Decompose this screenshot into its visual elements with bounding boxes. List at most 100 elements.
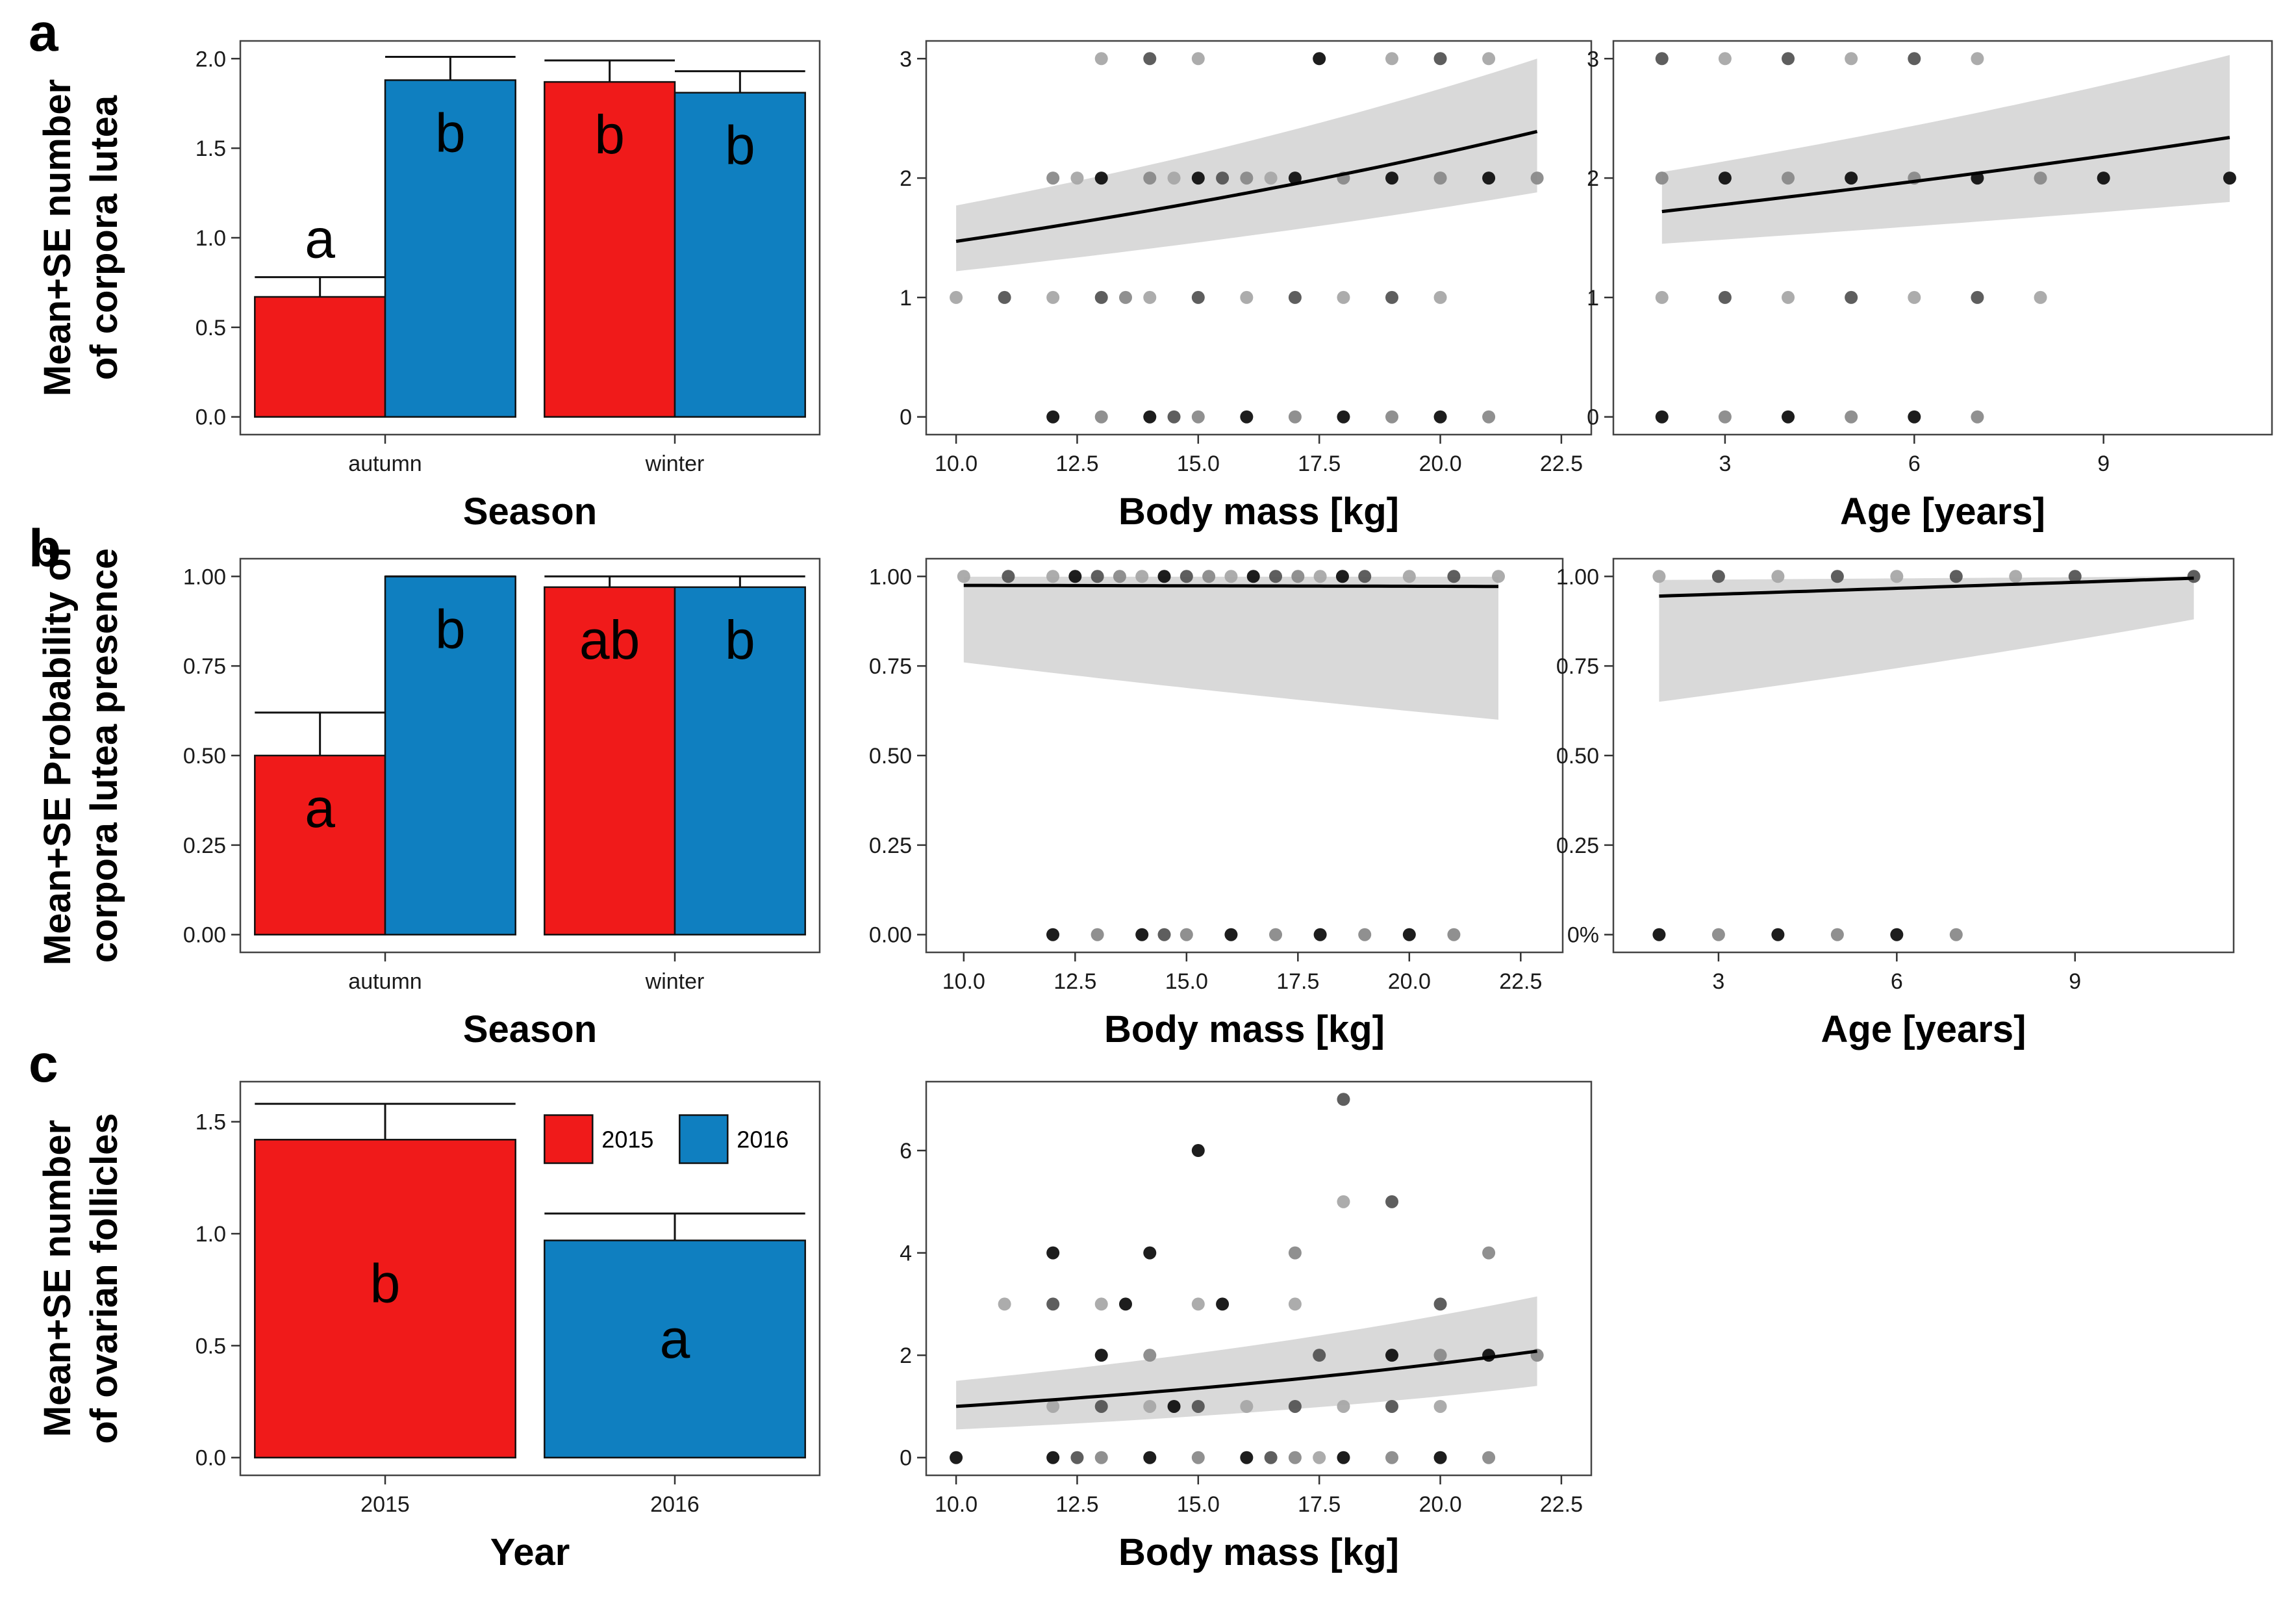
a2-ytick-label: 1 <box>900 286 912 311</box>
c2-data-point <box>1167 1399 1181 1413</box>
b1-ytick-label: 1.00 <box>183 565 226 589</box>
a2-ytick-label: 3 <box>900 47 912 71</box>
a1-significance-letter: a <box>305 209 335 270</box>
a1-yaxis-title-line: of corpora lutea <box>83 95 125 380</box>
b1-bar <box>254 754 386 935</box>
b3-data-point <box>1652 928 1666 941</box>
b2-fit-line <box>963 583 1498 589</box>
b1-xtick-label: autumn <box>348 969 422 994</box>
b3-data-point <box>1711 928 1725 941</box>
a2-data-point <box>1070 172 1084 185</box>
c1-legend-label: 2016 <box>737 1126 788 1153</box>
c2-data-point <box>1240 1399 1254 1413</box>
c2-data-point <box>1070 1451 1084 1464</box>
b1-significance-letter: b <box>725 609 755 670</box>
a2-data-point <box>1191 172 1205 185</box>
b3-data-point <box>2068 570 2082 583</box>
c1-yaxis-title-line: of ovarian follicles <box>83 1113 125 1443</box>
b2-data-point <box>1313 928 1327 941</box>
a2-data-point <box>1313 52 1326 66</box>
c2-data-point <box>1143 1451 1157 1464</box>
b3-data-point <box>2187 570 2201 583</box>
b2-data-point <box>1224 928 1238 941</box>
b3-data-point <box>1711 570 1725 583</box>
a2-data-point <box>1482 52 1496 66</box>
c1-legend-label: 2015 <box>601 1126 653 1153</box>
b2-data-point <box>1402 570 1416 583</box>
a2-data-point <box>1288 410 1302 424</box>
b2-data-point <box>1224 570 1238 583</box>
c2-data-point <box>1046 1451 1060 1464</box>
a3-data-point <box>1845 52 1858 66</box>
a3-data-point <box>1845 172 1858 185</box>
c1-ytick-label: 1.0 <box>196 1222 226 1247</box>
c2-data-point <box>1216 1297 1230 1311</box>
b1-bar <box>674 586 806 935</box>
b2-data-point <box>1180 570 1193 583</box>
a2-data-point <box>1337 410 1350 424</box>
a1-significance-letter: b <box>435 102 466 163</box>
c2-data-point <box>1337 1093 1350 1106</box>
c2-ytick-label: 0 <box>900 1446 912 1471</box>
a2-xtick-label: 20.0 <box>1419 451 1461 476</box>
a3-ytick-label: 2 <box>1587 166 1599 191</box>
c1-bar <box>254 1139 516 1458</box>
c2-data-point <box>1288 1297 1302 1311</box>
b2-data-point <box>1113 570 1126 583</box>
a1-bar <box>544 81 676 418</box>
a2-data-point <box>950 290 963 304</box>
c2-data-point <box>1046 1399 1060 1413</box>
b1-xaxis-title: Season <box>463 1008 597 1050</box>
a1-bar <box>254 296 386 418</box>
a2-data-point <box>998 290 1011 304</box>
b3-xtick-label: 9 <box>2069 969 2081 994</box>
b3-confidence-band <box>1659 576 2194 702</box>
c1-xtick-label: 2016 <box>650 1492 700 1517</box>
c2-data-point <box>1337 1195 1350 1208</box>
a3-data-point <box>1782 410 1795 424</box>
b2-xtick-label: 15.0 <box>1165 969 1208 994</box>
c2-xtick-label: 20.0 <box>1419 1492 1461 1517</box>
b2-data-point <box>1291 570 1305 583</box>
a1-xaxis-title: Season <box>463 490 597 533</box>
a1-ytick-label: 2.0 <box>196 47 226 71</box>
b2-data-point <box>1135 928 1149 941</box>
panel-label-c: c <box>29 1034 58 1093</box>
a3-data-point <box>1655 410 1669 424</box>
c1-ytick-label: 1.5 <box>196 1110 226 1135</box>
c2-xtick-label: 22.5 <box>1540 1492 1583 1517</box>
a2-data-point <box>1433 172 1447 185</box>
c2-data-point <box>1385 1349 1399 1362</box>
a2-data-point <box>1118 290 1132 304</box>
c2-data-point <box>1313 1451 1326 1464</box>
a3-data-point <box>1655 172 1669 185</box>
b3-ytick-label: 1.00 <box>1556 565 1599 589</box>
a1-ytick-label: 1.5 <box>196 136 226 161</box>
a2-data-point <box>1264 172 1278 185</box>
a3-ytick-label: 1 <box>1587 286 1599 311</box>
a2-data-point <box>1385 172 1399 185</box>
a2-data-point <box>1240 410 1254 424</box>
b2-data-point <box>1358 570 1372 583</box>
b2-data-point <box>1313 570 1327 583</box>
a2-data-point <box>1433 290 1447 304</box>
a2-data-point <box>1288 290 1302 304</box>
c2-xtick-label: 15.0 <box>1177 1492 1220 1517</box>
b2-xtick-label: 22.5 <box>1499 969 1542 994</box>
a1-xtick-label: winter <box>645 451 705 476</box>
a3-data-point <box>1718 410 1732 424</box>
b3-ytick-label: 0.25 <box>1556 833 1599 858</box>
c2-xtick-label: 10.0 <box>935 1492 978 1517</box>
b2-ytick-label: 0.00 <box>869 923 912 948</box>
c2-data-point <box>1143 1349 1157 1362</box>
a2-data-point <box>1046 290 1060 304</box>
b2-data-point <box>1091 570 1104 583</box>
b3-xtick-label: 6 <box>1891 969 1903 994</box>
a2-data-point <box>1482 172 1496 185</box>
a3-data-point <box>1718 290 1732 304</box>
c2-data-point <box>1191 1297 1205 1311</box>
c2-data-point <box>1482 1451 1496 1464</box>
a2-data-point <box>1433 52 1447 66</box>
a1-ytick-label: 1.0 <box>196 226 226 251</box>
